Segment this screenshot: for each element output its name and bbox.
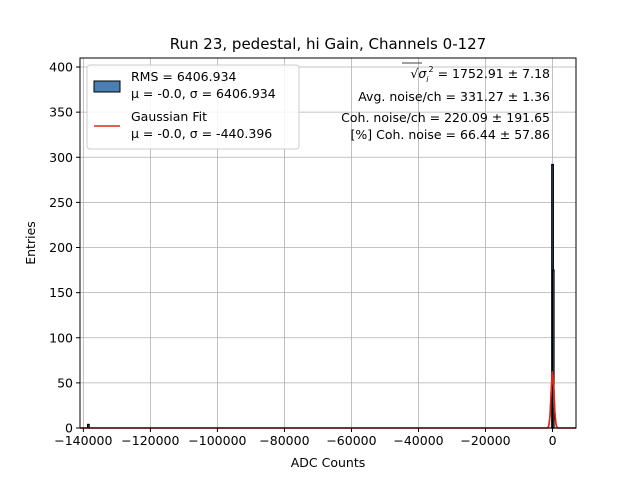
- annotation-coh-noise-percent: [%] Coh. noise = 66.44 ± 57.86: [350, 127, 550, 142]
- sigma-value: = 1752.91 ± 7.18: [434, 66, 550, 81]
- annotation-coh-noise: Coh. noise/ch = 220.09 ± 191.65: [341, 110, 550, 125]
- y-tick-label: 100: [49, 330, 73, 345]
- sigma-superscript: 2: [429, 65, 434, 74]
- gaussian-fit-peak: [546, 370, 559, 429]
- legend-box: [86, 64, 300, 150]
- sigma-subscript: i: [426, 75, 429, 84]
- y-tick-label: 0: [65, 421, 73, 436]
- x-tick-label: −140000: [54, 433, 112, 448]
- sigma-symbol: σ: [418, 66, 427, 81]
- x-tick-label: 0: [549, 433, 557, 448]
- axes-frame: [79, 57, 577, 429]
- y-tick-label: 250: [49, 195, 73, 210]
- y-axis-label: Entries: [23, 221, 38, 265]
- annotation-avg-noise: Avg. noise/ch = 331.27 ± 1.36: [358, 89, 550, 104]
- x-tick-label: −100000: [188, 433, 246, 448]
- y-tick-label: 150: [49, 285, 73, 300]
- legend-histogram-params: μ = -0.0, σ = 6406.934: [131, 86, 276, 101]
- legend-fit-label: Gaussian Fit: [131, 109, 207, 124]
- x-tick-label: −60000: [326, 433, 376, 448]
- y-tick-label: 400: [49, 60, 73, 75]
- chart-title: Run 23, pedestal, hi Gain, Channels 0-12…: [170, 35, 486, 53]
- legend-histogram-swatch: [93, 80, 121, 93]
- axis-ticks: −140000 −120000 −100000 −80000 −60000 −40000 −…: [49, 60, 556, 448]
- y-tick-label: 50: [57, 375, 73, 390]
- legend-histogram-label: RMS = 6406.934: [131, 69, 237, 84]
- x-tick-label: −80000: [259, 433, 309, 448]
- annotation-sigma: √σi2 = 1752.91 ± 7.18: [410, 65, 550, 84]
- x-tick-label: −40000: [393, 433, 443, 448]
- legend: RMS = 6406.934 μ = -0.0, σ = 6406.934 Ga…: [86, 64, 300, 150]
- x-tick-label: −120000: [121, 433, 179, 448]
- x-tick-label: −20000: [460, 433, 510, 448]
- x-axis-label: ADC Counts: [291, 455, 366, 470]
- sqrt-sign: √: [410, 66, 418, 81]
- y-tick-label: 200: [49, 240, 73, 255]
- y-tick-label: 350: [49, 105, 73, 120]
- y-tick-label: 300: [49, 150, 73, 165]
- noise-annotations: √σi2 = 1752.91 ± 7.18 Avg. noise/ch = 33…: [341, 62, 550, 142]
- legend-fit-params: μ = -0.0, σ = -440.396: [131, 126, 272, 141]
